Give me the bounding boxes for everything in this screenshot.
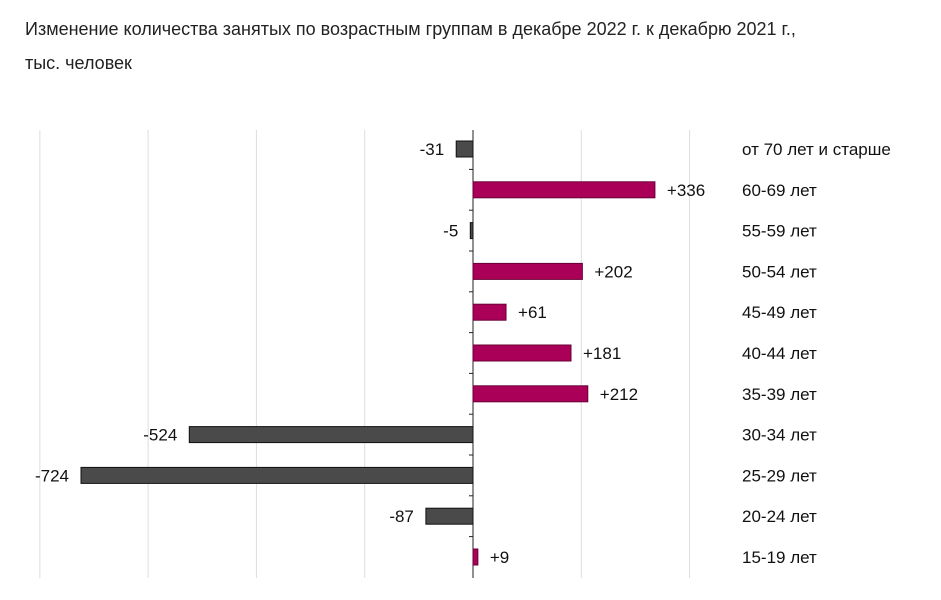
category-label: 20-24 лет	[742, 507, 817, 526]
chart-title-line1: Изменение количества занятых по возрастн…	[25, 19, 796, 39]
category-label: 45-49 лет	[742, 303, 817, 322]
bar	[472, 181, 656, 199]
bar	[472, 385, 589, 403]
value-label: +9	[490, 548, 509, 567]
value-label: -31	[420, 140, 445, 159]
value-label: +336	[667, 181, 705, 200]
category-label: 15-19 лет	[742, 548, 817, 567]
bar	[188, 426, 474, 444]
bar	[455, 140, 474, 158]
bar	[469, 222, 474, 240]
category-label: 50-54 лет	[742, 262, 817, 281]
bar	[472, 303, 507, 321]
category-label: 35-39 лет	[742, 385, 817, 404]
category-label: 25-29 лет	[742, 466, 817, 485]
value-label: -5	[443, 222, 458, 241]
bar	[472, 548, 479, 566]
category-label: 60-69 лет	[742, 181, 817, 200]
value-label: -87	[389, 507, 414, 526]
category-label: 40-44 лет	[742, 344, 817, 363]
category-label: от 70 лет и старше	[742, 140, 891, 159]
chart-title-line2: тыс. человек	[25, 53, 132, 73]
bar	[472, 262, 583, 280]
bar	[80, 466, 474, 484]
value-label: +61	[518, 303, 547, 322]
value-label: -524	[143, 426, 177, 445]
value-label: +202	[594, 262, 632, 281]
value-label: +212	[600, 385, 638, 404]
bar	[472, 344, 572, 362]
value-label: +181	[583, 344, 621, 363]
chart-title: Изменение количества занятых по возрастн…	[25, 12, 940, 80]
value-label: -724	[35, 466, 69, 485]
category-label: 55-59 лет	[742, 222, 817, 241]
category-label: 30-34 лет	[742, 426, 817, 445]
bar	[425, 507, 474, 525]
